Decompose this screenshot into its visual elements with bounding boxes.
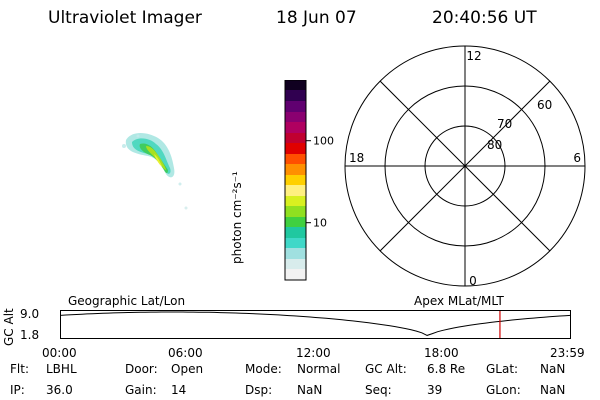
colorbar-band: [285, 79, 306, 91]
colorbar-band: [285, 185, 306, 196]
apex-title: Apex MLat/MLT: [414, 294, 504, 308]
colorbar-band: [285, 248, 306, 259]
auroral-image: [122, 133, 188, 210]
colorbar-band: [285, 216, 306, 228]
lat-70-label: 70: [497, 117, 512, 131]
mlt-meridian: [379, 80, 551, 252]
mlt-6-label: 6: [573, 151, 581, 165]
info-key: Mode:: [245, 362, 282, 376]
x-tick-0600: 06:00: [168, 346, 203, 360]
x-tick-0000: 00:00: [42, 346, 77, 360]
x-tick-2359: 23:59: [550, 346, 585, 360]
time-label: 20:40:56 UT: [432, 8, 537, 28]
colorbar-ticks: 100 10: [284, 80, 334, 281]
colorbar-tick-label: 100: [313, 135, 334, 148]
colorbar-band: [285, 258, 306, 270]
info-value: 14: [171, 383, 187, 397]
lat-60-label: 60: [537, 98, 552, 112]
colorbar-band: [285, 132, 306, 144]
info-value: NaN: [540, 383, 566, 397]
colorbar-label: photon cm⁻²s⁻¹: [230, 171, 244, 264]
y-tick-low: 1.8: [20, 328, 40, 342]
colorbar-band: [285, 195, 306, 207]
info-key: Gain:: [125, 383, 157, 397]
info-value: NaN: [540, 362, 566, 376]
info-key: GLon:: [486, 383, 521, 397]
info-value: 36.0: [46, 383, 73, 397]
colorbar-band: [285, 90, 306, 101]
info-key: Seq:: [365, 383, 392, 397]
latitude-rings: [344, 45, 586, 287]
colorbar-band: [285, 174, 306, 186]
colorbar-band: [285, 122, 306, 133]
info-value: Normal: [297, 362, 341, 376]
geographic-title: Geographic Lat/Lon: [68, 294, 186, 308]
info-value: Open: [171, 362, 204, 376]
info-value: LBHL: [46, 362, 77, 376]
gc-alt-axis-label: GC Alt: [2, 308, 16, 346]
colorbar-band: [285, 153, 306, 165]
info-value: 39: [427, 383, 443, 397]
lat-80-label: 80: [487, 138, 502, 152]
colorbar: [285, 79, 306, 280]
x-tick-1800: 18:00: [424, 346, 459, 360]
colorbar-band: [285, 111, 306, 123]
colorbar-band: [285, 206, 306, 217]
altitude-timeline: [60, 310, 571, 339]
x-tick-1200: 12:00: [296, 346, 331, 360]
colorbar-band: [285, 100, 306, 112]
info-key: Flt:: [10, 362, 29, 376]
colorbar-band: [285, 227, 306, 238]
y-tick-high: 9.0: [20, 307, 40, 321]
polar-plot: 12 0 18 6 60 70 80: [344, 45, 586, 288]
info-key: Door:: [125, 362, 158, 376]
info-key: GC Alt:: [365, 362, 407, 376]
altitude-curve: [60, 311, 571, 336]
aurora-blob: [122, 133, 188, 210]
mlt-12-label: 12: [466, 49, 481, 63]
date-label: 18 Jun 07: [276, 8, 357, 28]
colorbar-band: [285, 237, 306, 249]
mlt-0-label: 0: [469, 274, 477, 288]
instrument-title: Ultraviolet Imager: [48, 8, 202, 28]
info-value: NaN: [297, 383, 323, 397]
colorbar-band: [285, 143, 306, 154]
info-value: 6.8 Re: [427, 362, 466, 376]
colorbar-band: [285, 269, 306, 280]
colorbar-band: [285, 164, 306, 175]
info-key: Dsp:: [245, 383, 273, 397]
mlt-18-label: 18: [349, 151, 364, 165]
colorbar-tick-label: 10: [313, 217, 327, 230]
info-key: IP:: [10, 383, 25, 397]
info-key: GLat:: [486, 362, 519, 376]
